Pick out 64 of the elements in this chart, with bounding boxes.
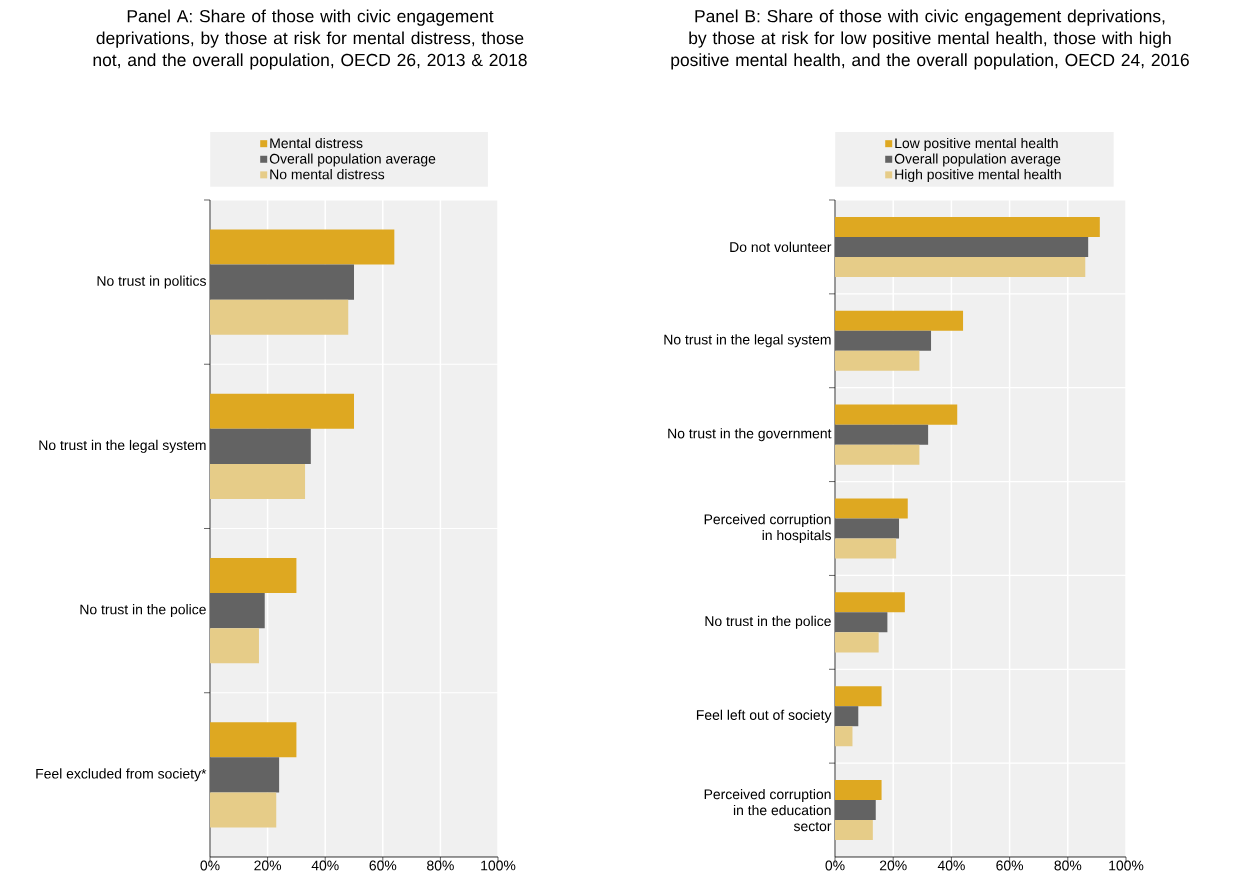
bar	[210, 229, 395, 265]
bar	[835, 518, 900, 539]
bar	[835, 780, 882, 801]
bar	[835, 330, 932, 351]
bar	[835, 820, 873, 841]
bar	[835, 686, 882, 707]
x-tick-label: 40%	[311, 860, 339, 871]
bar	[835, 800, 876, 821]
legend-label: High positive mental health	[895, 169, 1061, 183]
legend-label: Low positive mental health	[895, 137, 1058, 151]
x-tick-label: 100%	[481, 860, 516, 871]
bar	[210, 792, 277, 828]
legend-label: Overall population average	[269, 153, 436, 167]
y-tick-label: No trust in the legal system	[39, 439, 206, 453]
bar	[835, 592, 905, 613]
x-tick-label: 20%	[879, 860, 907, 871]
bar	[210, 593, 265, 629]
x-tick-label: 0%	[825, 860, 845, 871]
x-tick-label: 80%	[427, 860, 454, 871]
x-tick-label: 20%	[254, 860, 282, 871]
bar	[835, 612, 888, 633]
legend-label: Overall population average	[894, 153, 1061, 167]
chart-title: Panel B: Share of those with civic engagement deprivations, by those at risk for low positive mental health, those with high positive mental health, and the overall population, OECD 24, 2016	[671, 9, 1189, 70]
y-tick-label: Perceived corruption in hospitals	[704, 514, 831, 543]
bar	[835, 726, 853, 747]
x-tick-label: 100%	[1109, 860, 1144, 871]
bar	[210, 722, 297, 758]
y-tick-label: No trust in the police	[80, 604, 206, 618]
bar	[835, 350, 920, 371]
y-tick-label: No trust in the government	[668, 428, 832, 442]
bar	[210, 428, 311, 464]
x-tick-label: 60%	[996, 860, 1024, 871]
bar	[835, 404, 958, 425]
bar	[210, 463, 306, 499]
bar	[835, 310, 964, 331]
x-tick-label: 0%	[200, 860, 220, 871]
bar	[210, 757, 280, 793]
y-tick-label: No trust in the police	[705, 615, 831, 629]
y-tick-label: Do not volunteer	[730, 241, 832, 253]
x-tick-label: 60%	[369, 860, 397, 871]
x-tick-label: 40%	[937, 860, 965, 871]
bar	[835, 256, 1086, 277]
bar	[835, 498, 908, 519]
bar	[210, 628, 259, 664]
bar	[835, 236, 1089, 257]
x-tick-label: 80%	[1054, 860, 1082, 871]
bar	[835, 216, 1100, 237]
bar	[210, 558, 297, 594]
bar	[210, 264, 355, 300]
bar	[835, 632, 879, 653]
y-tick-label: Perceived corruption in the education sector	[704, 789, 832, 832]
bar	[835, 706, 859, 727]
bar	[835, 538, 897, 559]
y-tick-label: Feel left out of society	[696, 709, 832, 723]
y-tick-label: Feel excluded from society*	[36, 768, 207, 782]
legend-label: Mental distress	[270, 137, 363, 149]
chart-title: Panel A: Share of those with civic engagement deprivations, by those at risk for mental distress, those not, and the overall population, OECD 26, 2013 & 2018	[93, 9, 527, 70]
bar	[210, 299, 349, 335]
legend-label: No mental distress	[270, 169, 385, 180]
y-tick-label: No trust in the legal system	[664, 334, 831, 348]
bar	[835, 444, 920, 465]
bar	[210, 393, 355, 429]
y-tick-label: No trust in politics	[97, 275, 206, 289]
bar	[835, 424, 929, 445]
